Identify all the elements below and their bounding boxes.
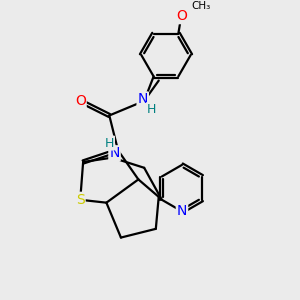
Text: N: N [137, 92, 148, 106]
Text: O: O [75, 94, 86, 108]
Text: S: S [76, 193, 85, 207]
Text: H: H [105, 136, 114, 150]
Text: O: O [176, 9, 187, 23]
Text: H: H [147, 103, 156, 116]
Text: CH₃: CH₃ [191, 1, 211, 11]
Text: N: N [177, 204, 187, 218]
Text: N: N [109, 146, 120, 160]
